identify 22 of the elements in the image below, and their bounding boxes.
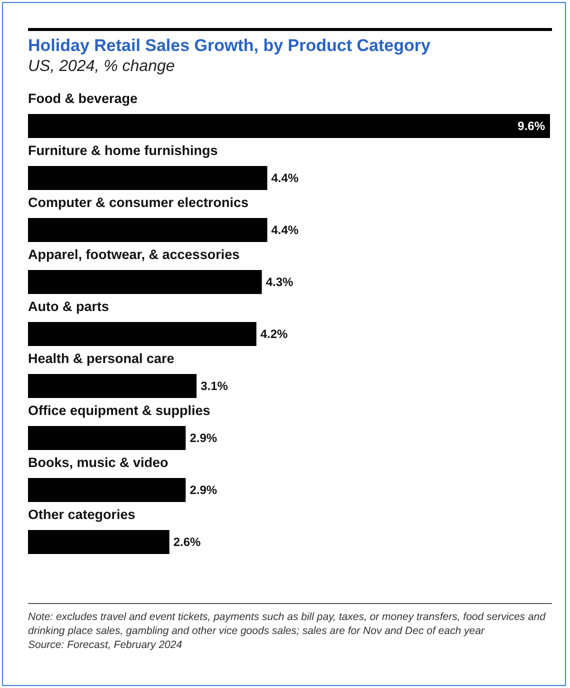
data-label: 2.9%	[190, 431, 218, 445]
data-label: 2.9%	[190, 483, 218, 497]
y-tick-label: Office equipment & supplies	[28, 403, 210, 418]
chart-title: Holiday Retail Sales Growth, by Product Category	[28, 36, 431, 55]
y-tick-label: Furniture & home furnishings	[28, 143, 218, 158]
y-tick-label: Other categories	[28, 507, 136, 522]
data-label: 4.3%	[266, 275, 294, 289]
data-label: 4.2%	[260, 327, 288, 341]
y-tick-label: Books, music & video	[28, 455, 168, 470]
y-tick-label: Health & personal care	[28, 351, 175, 366]
chart-subtitle: US, 2024, % change	[28, 58, 175, 75]
data-label: 2.6%	[173, 535, 202, 549]
data-label: 4.4%	[271, 223, 299, 237]
text: Note: excludes travel and event tickets, payments such as bill pay, taxes, or money transfers, food services and drinking place sales, gambling and other vice goods sales; sales are for Nov and Dec of each year	[28, 610, 547, 638]
source-note: Source: Forecast, February 2024	[28, 638, 184, 652]
data-label: 9.6%	[518, 119, 546, 133]
y-tick-label: Auto & parts	[28, 299, 109, 314]
y-tick-label: Food & beverage	[28, 91, 138, 106]
y-tick-label: Computer & consumer electronics	[28, 195, 249, 210]
data-label: 4.4%	[271, 171, 299, 185]
data-label: 3.1%	[200, 379, 228, 393]
y-tick-label: Apparel, footwear, & accessories	[28, 247, 240, 262]
